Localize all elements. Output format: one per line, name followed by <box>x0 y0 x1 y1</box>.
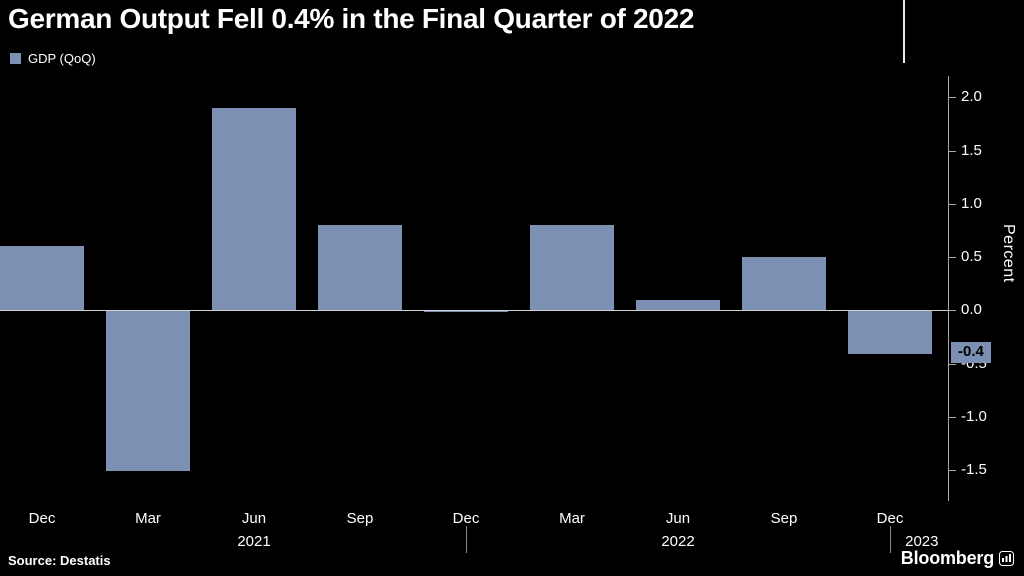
bar <box>0 246 84 311</box>
y-tick-label: -1.0 <box>961 407 987 425</box>
y-tick-label: 1.5 <box>961 141 982 159</box>
y-tick <box>949 310 956 312</box>
y-tick <box>949 257 956 259</box>
plot-area: 2.0 1.5 1.0 0.5 0.0 -0.5 -1.0 -1.5 -0.4 <box>0 76 991 501</box>
x-tick-label: Jun <box>241 510 267 527</box>
x-year-label: 2023 <box>905 533 939 550</box>
y-tick <box>949 416 956 418</box>
y-tick-label: 1.0 <box>961 194 982 212</box>
y-tick <box>949 470 956 472</box>
x-tick-label: Jun <box>665 510 691 527</box>
y-tick-label: 0.0 <box>961 301 982 319</box>
last-value-badge: -0.4 <box>951 341 991 363</box>
y-tick <box>949 150 956 152</box>
y-tick <box>949 363 956 365</box>
y-axis-title: Percent <box>1000 224 1017 283</box>
x-tick-label: Mar <box>559 510 585 527</box>
x-tick-label: Mar <box>135 510 161 527</box>
x-tick-label: Sep <box>770 510 798 527</box>
legend-swatch-icon <box>10 53 21 64</box>
y-tick <box>949 97 956 99</box>
year-separator <box>466 526 467 553</box>
x-tick-label: Dec <box>28 510 56 527</box>
y-axis-line <box>948 76 949 501</box>
legend: GDP (QoQ) <box>10 51 96 66</box>
y-tick <box>949 203 956 205</box>
bar <box>212 107 296 311</box>
y-tick-label: 2.0 <box>961 88 982 106</box>
bloomberg-terminal-icon <box>999 551 1014 566</box>
x-year-label: 2021 <box>237 533 271 550</box>
bar <box>106 311 190 472</box>
bar <box>530 225 614 311</box>
source-note: Source: Destatis <box>8 553 111 568</box>
x-year-label: 2022 <box>661 533 695 550</box>
bar-chart: 2.0 1.5 1.0 0.5 0.0 -0.5 -1.0 -1.5 -0.4 Percent … <box>0 76 1024 556</box>
y-tick-label: -1.5 <box>961 461 987 479</box>
year-separator <box>890 526 891 553</box>
bar <box>636 299 720 311</box>
legend-label: GDP (QoQ) <box>28 51 96 66</box>
zero-baseline <box>0 310 948 311</box>
x-tick-label: Dec <box>452 510 480 527</box>
y-tick-label: 0.5 <box>961 248 982 266</box>
bloomberg-logo: Bloomberg <box>901 548 1014 569</box>
x-tick-label: Dec <box>876 510 904 527</box>
bar <box>318 225 402 311</box>
x-tick-label: Sep <box>346 510 374 527</box>
bar <box>742 257 826 311</box>
bloomberg-wordmark: Bloomberg <box>900 548 994 568</box>
bar <box>848 311 932 354</box>
title-divider <box>903 0 905 63</box>
chart-title: German Output Fell 0.4% in the Final Qua… <box>8 3 695 34</box>
bar <box>424 310 508 312</box>
